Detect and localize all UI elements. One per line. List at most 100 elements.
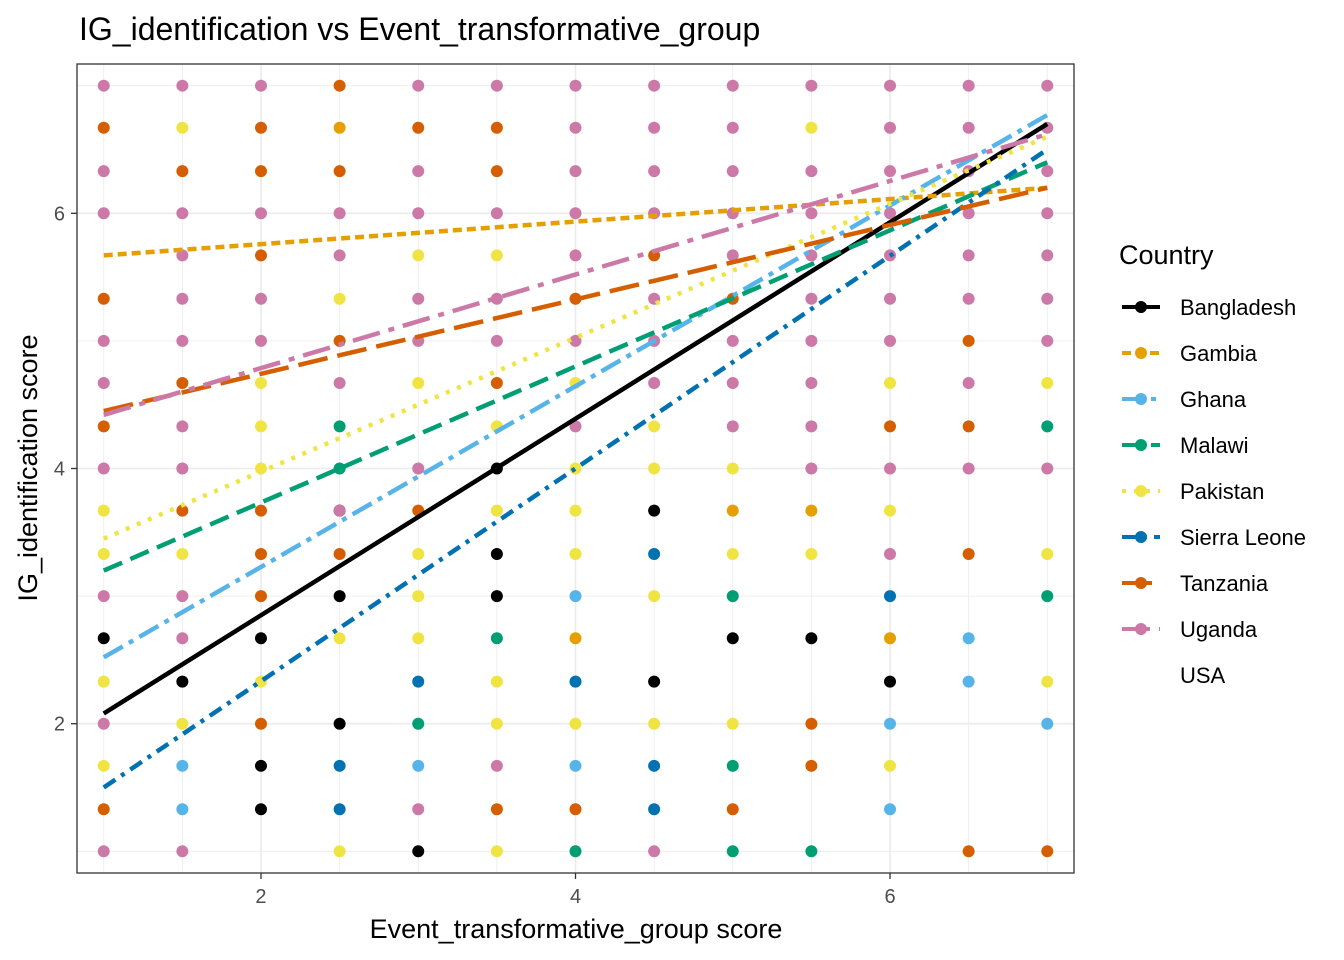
legend: Country Bangladesh Gambia Ghana Malawi Pakis… bbox=[1119, 240, 1306, 688]
data-point bbox=[569, 632, 582, 645]
data-point bbox=[176, 207, 189, 220]
data-point bbox=[333, 803, 346, 816]
data-point bbox=[648, 803, 661, 816]
data-point bbox=[412, 803, 425, 816]
legend-item: USA bbox=[1180, 663, 1226, 688]
x-axis-ticks: 2 4 6 bbox=[255, 873, 896, 908]
data-point bbox=[726, 462, 739, 475]
data-point bbox=[884, 165, 897, 178]
legend-item: Tanzania bbox=[1122, 571, 1269, 596]
data-point bbox=[176, 547, 189, 560]
data-point bbox=[726, 334, 739, 347]
data-point bbox=[254, 632, 267, 645]
data-point bbox=[569, 249, 582, 262]
data-point bbox=[412, 759, 425, 772]
data-point bbox=[884, 292, 897, 305]
data-point bbox=[1041, 590, 1054, 603]
legend-item: Malawi bbox=[1122, 433, 1248, 458]
y-tick-label: 6 bbox=[54, 203, 65, 225]
data-point bbox=[884, 334, 897, 347]
data-point bbox=[962, 632, 975, 645]
data-point bbox=[412, 462, 425, 475]
data-point bbox=[254, 759, 267, 772]
data-point bbox=[569, 121, 582, 134]
data-point bbox=[569, 165, 582, 178]
legend-item: Bangladesh bbox=[1122, 295, 1296, 320]
data-point bbox=[333, 207, 346, 220]
data-point bbox=[412, 547, 425, 560]
data-point bbox=[333, 759, 346, 772]
data-point bbox=[648, 547, 661, 560]
data-point bbox=[333, 462, 346, 475]
data-point bbox=[97, 547, 110, 560]
data-point bbox=[884, 717, 897, 730]
data-point bbox=[884, 79, 897, 92]
data-point bbox=[254, 249, 267, 262]
data-point bbox=[176, 759, 189, 772]
data-point bbox=[962, 420, 975, 433]
fit-lines bbox=[102, 113, 1049, 790]
legend-label: Bangladesh bbox=[1180, 295, 1296, 320]
legend-label: Gambia bbox=[1180, 341, 1258, 366]
data-point bbox=[254, 207, 267, 220]
data-point bbox=[726, 504, 739, 517]
data-point bbox=[412, 121, 425, 134]
data-point bbox=[648, 759, 661, 772]
legend-label: Sierra Leone bbox=[1180, 525, 1306, 550]
data-point bbox=[1041, 420, 1054, 433]
data-point bbox=[648, 377, 661, 390]
data-point bbox=[97, 334, 110, 347]
data-point bbox=[884, 121, 897, 134]
data-point bbox=[569, 207, 582, 220]
data-point bbox=[97, 717, 110, 730]
data-point bbox=[97, 504, 110, 517]
data-point bbox=[490, 504, 503, 517]
data-point bbox=[176, 377, 189, 390]
data-point bbox=[412, 207, 425, 220]
legend-title: Country bbox=[1119, 240, 1214, 270]
y-tick-label: 2 bbox=[54, 714, 65, 736]
data-point bbox=[726, 547, 739, 560]
data-point bbox=[805, 717, 818, 730]
data-point bbox=[805, 292, 818, 305]
x-axis-title: Event_transformative_group score bbox=[370, 914, 783, 944]
data-point bbox=[254, 590, 267, 603]
data-point bbox=[97, 420, 110, 433]
data-point bbox=[962, 377, 975, 390]
data-point bbox=[490, 675, 503, 688]
data-point bbox=[97, 79, 110, 92]
legend-item: Sierra Leone bbox=[1122, 525, 1306, 550]
data-point bbox=[648, 504, 661, 517]
data-point bbox=[569, 590, 582, 603]
data-point bbox=[254, 165, 267, 178]
data-point bbox=[333, 590, 346, 603]
data-point bbox=[884, 675, 897, 688]
data-point bbox=[962, 292, 975, 305]
legend-label: USA bbox=[1180, 663, 1226, 688]
data-point bbox=[490, 334, 503, 347]
data-point bbox=[726, 845, 739, 858]
data-point bbox=[884, 759, 897, 772]
data-point bbox=[726, 377, 739, 390]
data-point bbox=[962, 334, 975, 347]
data-point bbox=[176, 462, 189, 475]
data-point bbox=[254, 547, 267, 560]
data-point bbox=[97, 675, 110, 688]
data-point bbox=[962, 79, 975, 92]
legend-key-point bbox=[1135, 439, 1147, 451]
data-point bbox=[97, 462, 110, 475]
data-point bbox=[176, 249, 189, 262]
data-point bbox=[884, 462, 897, 475]
data-point bbox=[726, 420, 739, 433]
data-point bbox=[962, 462, 975, 475]
data-point bbox=[648, 845, 661, 858]
data-point bbox=[333, 547, 346, 560]
data-point bbox=[412, 632, 425, 645]
data-point bbox=[1041, 547, 1054, 560]
data-point bbox=[254, 803, 267, 816]
data-point bbox=[490, 79, 503, 92]
data-point bbox=[176, 632, 189, 645]
data-point bbox=[962, 675, 975, 688]
legend-item: Pakistan bbox=[1122, 479, 1264, 504]
data-point bbox=[254, 292, 267, 305]
